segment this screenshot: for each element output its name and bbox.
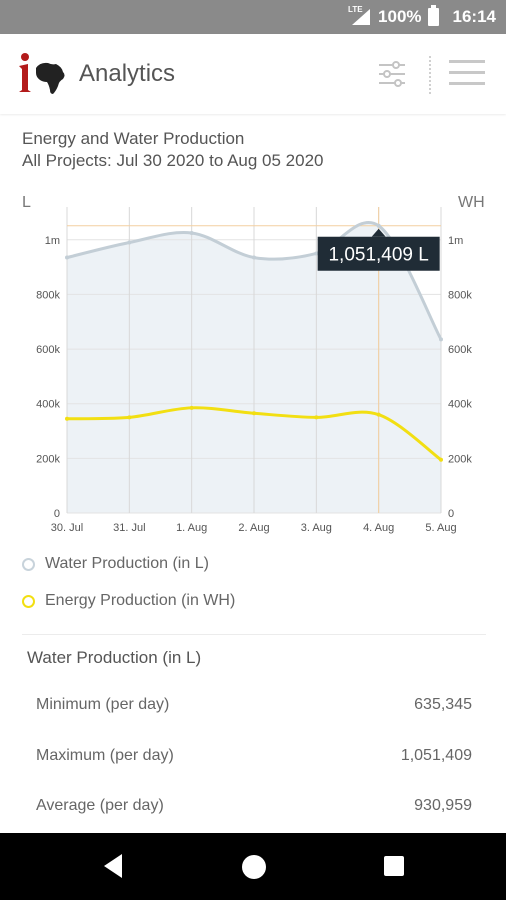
x-tick-label: 4. Aug xyxy=(363,522,394,534)
y-left-tick-label: 600k xyxy=(36,344,60,356)
network-label: LTE xyxy=(348,5,363,14)
section-divider xyxy=(22,634,486,635)
y-left-tick-label: 0 xyxy=(54,508,60,520)
status-bar: LTE 100% 16:14 xyxy=(0,0,506,34)
battery-icon xyxy=(427,5,439,26)
stat-label: Minimum (per day) xyxy=(36,696,170,713)
legend-water-marker xyxy=(22,557,35,571)
y-left-tick-label: 1m xyxy=(45,235,60,247)
recents-square-icon[interactable] xyxy=(384,856,404,876)
energy-point xyxy=(439,457,443,462)
energy-point xyxy=(252,411,256,416)
y-left-tick-label: 400k xyxy=(36,399,60,411)
stat-label: Maximum (per day) xyxy=(36,747,174,764)
legend-water[interactable]: Water Production (in L) xyxy=(22,555,209,573)
home-circle-icon[interactable] xyxy=(242,855,266,879)
tooltip-pointer xyxy=(371,228,386,237)
stat-value: 1,051,409 xyxy=(400,747,472,764)
water-point xyxy=(127,240,132,245)
stat-row-maximum: Maximum (per day) 1,051,409 xyxy=(36,747,472,765)
legend-energy-label: Energy Production (in WH) xyxy=(45,592,236,609)
back-triangle-icon[interactable] xyxy=(104,854,124,883)
page-title: Analytics xyxy=(79,60,176,87)
y-left-unit-label: L xyxy=(22,194,31,211)
y-right-tick-label: 800k xyxy=(448,289,472,301)
y-right-tick-label: 400k xyxy=(448,399,472,411)
tooltip-text: 1,051,409 L xyxy=(328,245,428,266)
clock: 16:14 xyxy=(452,7,496,26)
energy-point xyxy=(65,416,69,421)
stat-row-average: Average (per day) 930,959 xyxy=(36,797,472,815)
energy-point xyxy=(314,415,319,420)
energy-point xyxy=(376,412,381,417)
x-tick-label: 3. Aug xyxy=(301,522,332,534)
water-point xyxy=(439,337,443,342)
x-tick-label: 2. Aug xyxy=(238,522,269,534)
legend-energy-marker xyxy=(22,594,35,608)
water-point xyxy=(65,255,69,260)
stat-value: 930,959 xyxy=(414,797,472,814)
x-tick-label: 31. Jul xyxy=(113,522,145,534)
x-tick-label: 1. Aug xyxy=(176,522,207,534)
chart-title: Energy and Water Production xyxy=(22,129,245,148)
chart-header: Energy and Water Production All Projects… xyxy=(22,128,323,172)
lte-signal-icon: LTE xyxy=(348,5,372,27)
y-right-tick-label: 200k xyxy=(448,453,472,465)
y-left-tick-label: 200k xyxy=(36,453,60,465)
stat-value: 635,345 xyxy=(414,696,472,713)
water-point xyxy=(376,223,381,228)
i-africa-logo-icon[interactable] xyxy=(16,48,68,100)
energy-point xyxy=(127,415,132,420)
water-point xyxy=(189,230,194,235)
energy-point xyxy=(189,405,194,410)
production-chart[interactable]: 0 0 200k 200k 400k 400k 600k 600k 800k 800k 1m 1m 30… xyxy=(0,185,506,545)
y-left-tick-label: 800k xyxy=(36,289,60,301)
water-point xyxy=(314,251,319,256)
hamburger-menu-icon[interactable] xyxy=(449,60,485,88)
tooltip-box xyxy=(317,236,440,271)
water-point xyxy=(252,255,256,260)
y-right-tick-label: 1m xyxy=(448,235,463,247)
system-nav-bar xyxy=(0,833,506,900)
stat-row-minimum: Minimum (per day) 635,345 xyxy=(36,696,472,714)
legend-energy[interactable]: Energy Production (in WH) xyxy=(22,592,235,610)
chart-subtitle: All Projects: Jul 30 2020 to Aug 05 2020 xyxy=(22,151,324,170)
stats-title: Water Production (in L) xyxy=(27,648,202,667)
filter-sliders-icon[interactable] xyxy=(376,58,408,90)
stat-label: Average (per day) xyxy=(36,797,164,814)
x-tick-label: 5. Aug xyxy=(425,522,456,534)
y-right-tick-label: 600k xyxy=(448,344,472,356)
battery-percent: 100% xyxy=(378,7,422,26)
status-icons: LTE 100% 16:14 xyxy=(348,0,496,34)
app-bar: Analytics xyxy=(0,34,506,114)
x-tick-label: 30. Jul xyxy=(51,522,83,534)
legend-water-label: Water Production (in L) xyxy=(45,555,209,572)
toolbar-divider xyxy=(429,56,431,94)
y-right-unit-label: WH xyxy=(458,194,485,211)
y-right-tick-label: 0 xyxy=(448,508,454,520)
